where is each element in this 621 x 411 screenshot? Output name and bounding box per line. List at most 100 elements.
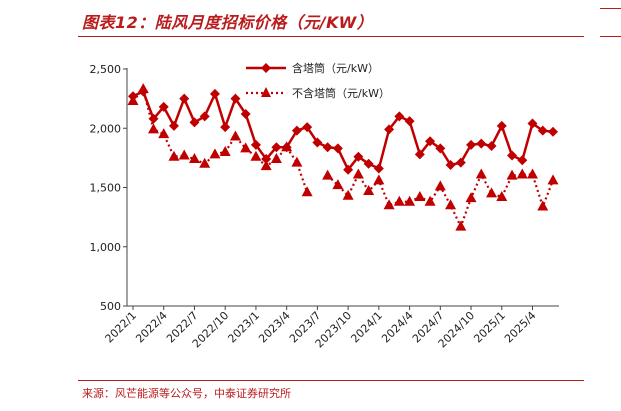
data-point-without-tower — [363, 185, 375, 196]
data-point-with-tower — [261, 154, 272, 165]
y-tick-label: 2,000 — [90, 122, 122, 135]
legend-label-without-tower: 不含塔筒（元/kW） — [292, 86, 390, 100]
data-point-without-tower — [486, 187, 498, 198]
data-point-without-tower — [158, 128, 170, 139]
data-point-without-tower — [250, 150, 262, 161]
x-tick-label: 2023/1 — [225, 309, 262, 346]
x-tick-label: 2022/1 — [103, 309, 140, 346]
data-point-without-tower — [527, 168, 539, 179]
x-tick-label: 2023/4 — [256, 309, 293, 346]
data-point-with-tower — [517, 155, 528, 166]
data-point-without-tower — [352, 168, 364, 179]
data-point-with-tower — [240, 109, 251, 120]
y-tick-label: 2,500 — [90, 63, 122, 76]
legend-marker-triangle — [261, 87, 271, 97]
data-point-without-tower — [229, 130, 241, 141]
data-point-with-tower — [220, 122, 231, 133]
chart-legend: 含塔筒（元/kW） 不含塔筒（元/kW） — [246, 61, 390, 100]
data-point-with-tower — [230, 93, 241, 104]
data-point-with-tower — [496, 120, 507, 131]
data-point-with-tower — [291, 125, 302, 136]
data-point-without-tower — [178, 149, 190, 160]
data-point-without-tower — [506, 169, 518, 180]
data-point-without-tower — [147, 123, 159, 134]
data-point-without-tower — [168, 150, 180, 161]
data-point-without-tower — [291, 156, 303, 167]
data-point-with-tower — [312, 137, 323, 148]
data-point-without-tower — [342, 189, 354, 200]
data-point-with-tower — [302, 122, 313, 133]
data-point-with-tower — [363, 158, 374, 169]
series-line-without-tower — [132, 87, 309, 193]
data-point-without-tower — [373, 174, 385, 185]
data-point-with-tower — [548, 126, 558, 137]
data-point-with-tower — [394, 111, 405, 122]
data-point-with-tower — [189, 117, 200, 128]
side-rule — [600, 36, 621, 37]
data-point-without-tower — [496, 190, 508, 201]
data-point-with-tower — [507, 150, 518, 161]
data-point-with-tower — [404, 116, 415, 127]
data-point-without-tower — [465, 192, 477, 203]
data-point-with-tower — [435, 143, 446, 154]
data-point-with-tower — [158, 101, 169, 112]
figure-source: 来源：风芒能源等公众号，中泰证券研究所 — [82, 387, 291, 400]
data-point-without-tower — [404, 195, 416, 206]
data-point-with-tower — [209, 88, 220, 99]
x-tick-label: 2024/4 — [379, 309, 416, 346]
x-tick-label: 2024/1 — [348, 309, 385, 346]
data-point-without-tower — [332, 179, 344, 190]
data-point-with-tower — [445, 159, 456, 170]
data-point-without-tower — [516, 168, 528, 179]
data-point-with-tower — [199, 111, 210, 122]
data-point-without-tower — [322, 169, 334, 180]
data-point-with-tower — [537, 125, 548, 136]
data-point-without-tower — [219, 145, 231, 156]
data-point-with-tower — [373, 163, 384, 174]
data-point-with-tower — [466, 139, 477, 150]
data-point-without-tower — [445, 199, 457, 210]
data-point-with-tower — [322, 142, 333, 153]
side-rule-top — [600, 8, 621, 9]
data-point-with-tower — [271, 142, 282, 153]
x-tick-label: 2025/1 — [471, 309, 508, 346]
data-point-without-tower — [414, 190, 426, 201]
data-point-without-tower — [188, 153, 200, 164]
data-point-without-tower — [281, 141, 293, 152]
data-point-without-tower — [209, 148, 221, 159]
data-point-with-tower — [353, 151, 364, 162]
data-point-without-tower — [547, 174, 559, 185]
data-point-without-tower — [424, 195, 436, 206]
data-point-with-tower — [414, 149, 425, 160]
data-point-without-tower — [301, 186, 313, 197]
data-point-without-tower — [199, 157, 211, 168]
x-tick-label: 2022/4 — [133, 309, 170, 346]
legend-label-with-tower: 含塔筒（元/kW） — [292, 61, 379, 75]
data-point-with-tower — [179, 93, 190, 104]
data-point-without-tower — [270, 153, 282, 164]
figure-title: 图表12：陆风月度招标价格（元/KW） — [82, 13, 374, 32]
data-point-without-tower — [383, 199, 395, 210]
title-rule — [78, 36, 584, 37]
data-point-with-tower — [148, 113, 159, 124]
data-point-without-tower — [475, 168, 487, 179]
data-point-without-tower — [434, 180, 446, 191]
source-rule — [78, 380, 584, 381]
data-point-with-tower — [455, 157, 466, 168]
data-point-with-tower — [332, 143, 343, 154]
data-point-with-tower — [425, 136, 436, 147]
data-point-without-tower — [260, 160, 272, 171]
data-point-with-tower — [486, 141, 497, 152]
data-point-without-tower — [537, 200, 549, 211]
legend-marker-diamond — [261, 63, 271, 73]
data-point-with-tower — [343, 164, 354, 175]
data-point-without-tower — [127, 94, 139, 105]
data-point-with-tower — [476, 138, 487, 149]
data-point-without-tower — [393, 195, 405, 206]
y-tick-label: 500 — [100, 300, 121, 313]
data-point-with-tower — [168, 120, 179, 131]
data-point-with-tower — [527, 118, 538, 129]
data-point-with-tower — [384, 124, 395, 135]
data-point-with-tower — [250, 139, 261, 150]
